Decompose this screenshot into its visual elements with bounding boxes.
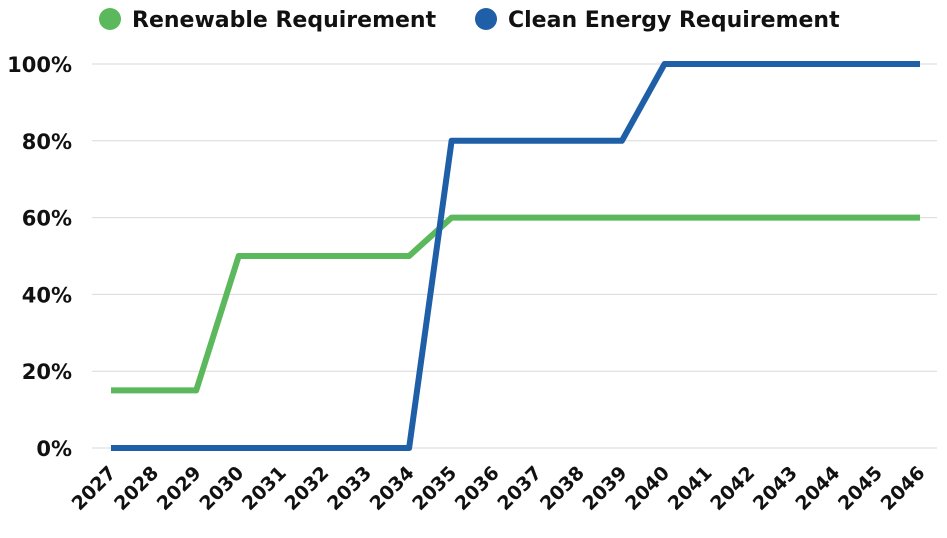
x-tick-label: 2027 xyxy=(68,462,121,515)
x-tick-label: 2030 xyxy=(195,462,248,515)
y-tick-label: 40% xyxy=(22,283,72,307)
x-tick-label: 2031 xyxy=(238,462,291,515)
x-tick-label: 2028 xyxy=(110,462,163,515)
x-tick-label: 2045 xyxy=(834,462,887,515)
y-tick-label: 100% xyxy=(7,53,72,77)
x-tick-label: 2040 xyxy=(621,462,674,515)
legend-marker xyxy=(99,8,121,30)
x-tick-label: 2041 xyxy=(664,462,717,515)
x-tick-label: 2038 xyxy=(536,462,589,515)
x-tick-label: 2044 xyxy=(791,462,844,515)
series-lines xyxy=(111,61,920,451)
x-tick-label: 2032 xyxy=(280,462,333,515)
x-tick-label: 2043 xyxy=(749,462,802,515)
x-tick-label: 2034 xyxy=(366,462,419,515)
x-tick-label: 2039 xyxy=(579,462,632,515)
y-axis: 0% 20% 40% 60% 80% 100% xyxy=(7,53,72,461)
x-tick-label: 2036 xyxy=(451,462,504,515)
y-tick-label: 0% xyxy=(36,437,72,461)
y-tick-label: 60% xyxy=(22,207,72,231)
series-line-renewable xyxy=(111,214,920,394)
legend: Renewable Requirement Clean Energy Requir… xyxy=(99,8,840,33)
gridlines xyxy=(92,63,937,449)
x-axis: 2027202820292030203120322033203420352036… xyxy=(68,462,930,515)
legend-label: Renewable Requirement xyxy=(132,8,437,33)
x-tick-label: 2035 xyxy=(408,462,461,515)
x-tick-label: 2042 xyxy=(706,462,759,515)
series-line-clean-energy xyxy=(111,61,920,451)
x-tick-label: 2046 xyxy=(877,462,930,515)
x-tick-label: 2029 xyxy=(153,462,206,515)
x-tick-label: 2033 xyxy=(323,462,376,515)
legend-marker xyxy=(475,8,497,30)
legend-label: Clean Energy Requirement xyxy=(508,8,840,33)
y-tick-label: 20% xyxy=(22,360,72,384)
y-tick-label: 80% xyxy=(22,130,72,154)
x-tick-label: 2037 xyxy=(493,462,546,515)
